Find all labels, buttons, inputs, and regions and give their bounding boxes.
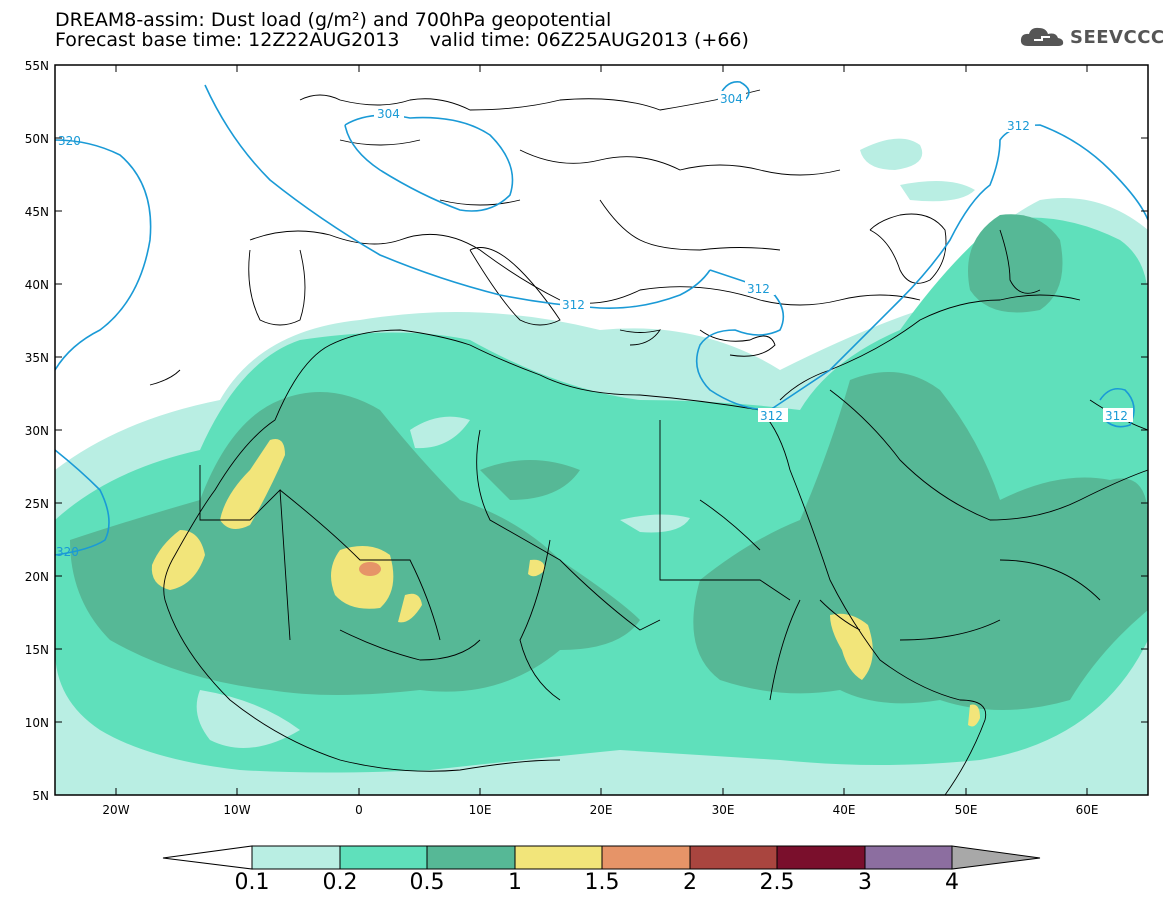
title-line-2: Forecast base time: 12Z22AUG2013 valid t… — [55, 29, 749, 51]
map-title: DREAM8-assim: Dust load (g/m²) and 700hP… — [55, 10, 749, 50]
lon-label: 0 — [355, 803, 363, 817]
colorbar-label: 0.1 — [234, 870, 270, 895]
colorbar-segment — [339, 845, 428, 870]
title-line-1: DREAM8-assim: Dust load (g/m²) and 700hP… — [55, 9, 612, 31]
dust-level1-north — [860, 138, 975, 202]
lat-label: 40N — [25, 278, 49, 292]
dust-level4-coast — [151, 530, 205, 590]
colorbar-segment — [426, 845, 516, 870]
colorbar — [162, 845, 1041, 870]
colorbar-label: 0.2 — [322, 870, 358, 895]
contour-label-304-b: 304 — [720, 92, 743, 106]
colorbar-label: 3 — [858, 870, 872, 895]
lon-label: 40E — [833, 803, 856, 817]
dust-level3-east — [693, 372, 1148, 710]
colorbar-label: 0.5 — [409, 870, 445, 895]
latitude-axis — [55, 64, 1148, 723]
logo-text: SEEVCCC — [1070, 26, 1165, 48]
lat-label: 25N — [25, 497, 49, 511]
colorbar-label: 2.5 — [759, 870, 795, 895]
longitude-axis — [115, 65, 1088, 795]
lat-label: 55N — [25, 59, 49, 73]
dust-level4-small1 — [398, 559, 545, 623]
lat-label: 15N — [25, 643, 49, 657]
colorbar-segment — [776, 845, 866, 870]
dust-level4-mauritania — [220, 439, 285, 529]
colorbar-label: 1 — [508, 870, 522, 895]
dust-load-field — [55, 138, 1148, 795]
dust-level5-spot — [359, 562, 381, 576]
colorbar-right-arrow — [951, 845, 1041, 870]
contour-304-east — [717, 81, 750, 101]
lat-label: 5N — [32, 789, 49, 803]
contour-label-312-e: 312 — [1105, 409, 1128, 423]
lat-label: 50N — [25, 132, 49, 146]
contour-label-320-b: 320 — [56, 545, 79, 559]
colorbar-label: 2 — [683, 870, 697, 895]
colorbar-left-arrow — [162, 845, 253, 870]
colorbar-segment — [514, 845, 603, 870]
contour-label-312-c: 312 — [747, 282, 770, 296]
lat-label: 35N — [25, 351, 49, 365]
longitude-labels: 20W 10W 0 10E 20E 30E 40E 50E 60E — [102, 803, 1098, 817]
contour-label-group: 304 304 320 312 312 312 312 312 320 — [56, 91, 1133, 559]
dust-level3-north — [968, 214, 1063, 313]
colorbar-label: 4 — [945, 870, 959, 895]
lon-label: 50E — [955, 803, 978, 817]
latitude-labels: 55N 50N 45N 40N 35N 30N 25N 20N 15N 10N … — [25, 59, 49, 803]
seevccc-logo: SEEVCCC — [1018, 24, 1165, 50]
contour-label-312-a: 312 — [1007, 119, 1030, 133]
dust-level3-central — [320, 406, 580, 500]
lon-label: 30E — [712, 803, 735, 817]
lat-label: 45N — [25, 205, 49, 219]
colorbar-segment — [689, 845, 778, 870]
lat-label: 20N — [25, 570, 49, 584]
contour-320-west — [55, 139, 152, 371]
contour-label-320-a: 320 — [58, 134, 81, 148]
contour-312-ne — [1099, 387, 1135, 428]
dust-level1-patch — [196, 416, 690, 748]
dust-level3-west — [70, 392, 640, 695]
lon-label: 10E — [469, 803, 492, 817]
contour-label-312-d: 312 — [760, 409, 783, 423]
dust-level4-eritrea — [830, 613, 873, 680]
colorbar-segment — [864, 845, 953, 870]
contour-320-sw — [55, 449, 110, 556]
cloud-logo-icon — [1020, 27, 1064, 46]
lon-label: 60E — [1076, 803, 1099, 817]
lon-label: 10W — [223, 803, 250, 817]
contour-label-312-b: 312 — [562, 298, 585, 312]
colorbar-label: 1.5 — [584, 870, 620, 895]
dust-level4-somalia — [968, 704, 980, 727]
lon-label: 20W — [102, 803, 129, 817]
colorbar-segment — [601, 845, 691, 870]
contour-label-304-a: 304 — [377, 107, 400, 121]
contour-312-east — [769, 124, 1148, 411]
colorbar-segment — [251, 845, 341, 870]
lat-label: 10N — [25, 716, 49, 730]
lat-label: 30N — [25, 424, 49, 438]
contour-312-main — [204, 84, 711, 310]
dust-level4-niger — [331, 546, 394, 609]
contour-304-west — [344, 114, 514, 212]
lon-label: 20E — [590, 803, 613, 817]
